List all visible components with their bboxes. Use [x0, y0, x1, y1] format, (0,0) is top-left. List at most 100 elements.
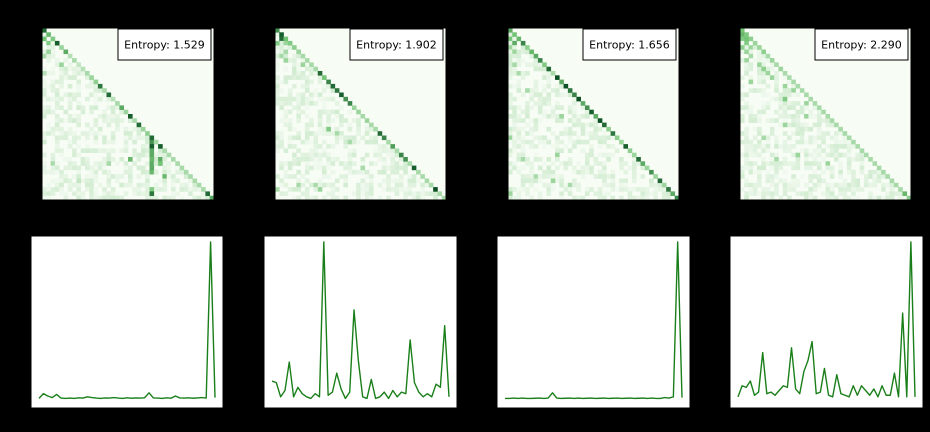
heatmap-cell — [610, 195, 616, 201]
heatmap-cell — [512, 105, 517, 110]
heatmap-cell — [584, 109, 590, 115]
heatmap-cell — [744, 40, 749, 46]
heatmap-cell — [644, 187, 650, 192]
heatmap-cell — [550, 182, 556, 188]
heatmap-cell — [309, 182, 314, 188]
heatmap-cell — [580, 122, 586, 128]
heatmap-cell — [162, 169, 167, 175]
heatmap-cell — [330, 169, 336, 175]
heatmap-cell — [619, 178, 624, 184]
heatmap-cell — [287, 92, 293, 98]
heatmap-cell — [317, 71, 323, 76]
heatmap-cell — [76, 88, 81, 93]
heatmap-cell — [326, 152, 331, 158]
heatmap-cell — [292, 66, 297, 72]
heatmap-cell — [394, 178, 400, 184]
heatmap-cell — [740, 49, 745, 55]
heatmap-cell — [542, 135, 547, 141]
heatmap-cell — [347, 161, 353, 166]
heatmap-cell — [623, 144, 628, 149]
heatmap-cell — [149, 144, 155, 149]
heatmap-cell — [343, 139, 348, 145]
heatmap-cell — [627, 187, 633, 192]
heatmap-cell — [46, 58, 51, 63]
heatmap-cell — [377, 182, 383, 188]
heatmap-cell — [610, 169, 616, 175]
heatmap-cell — [661, 195, 667, 201]
heatmap-cell — [54, 118, 60, 123]
heatmap-cell — [158, 178, 163, 184]
heatmap-cell — [322, 75, 327, 80]
heatmap-cell — [46, 53, 51, 59]
heatmap-cell — [110, 174, 116, 179]
heatmap-cell — [627, 152, 633, 158]
heatmap-cell — [606, 191, 611, 196]
heatmap-cell — [761, 62, 766, 67]
heatmap-cell — [744, 32, 749, 37]
heatmap-cell — [572, 169, 577, 175]
heatmap-cell — [54, 101, 60, 106]
heatmap-cell — [516, 152, 522, 158]
heatmap-cell — [89, 126, 94, 132]
heatmap-cell — [106, 174, 112, 179]
heatmap-cell — [42, 53, 47, 59]
heatmap-cell — [183, 174, 189, 179]
heatmap-cell — [537, 118, 543, 123]
heatmap-cell — [50, 88, 56, 93]
heatmap-cell — [192, 195, 198, 201]
heatmap-cell — [597, 169, 603, 175]
heatmap-cell — [322, 109, 327, 115]
heatmap-cell — [59, 182, 64, 188]
heatmap-cell — [563, 182, 569, 188]
heatmap-cell — [326, 126, 331, 132]
heatmap-cell — [339, 92, 344, 98]
heatmap-cell — [373, 126, 378, 132]
heatmap-cell — [46, 32, 51, 37]
heatmap-cell — [748, 165, 754, 171]
heatmap-cell — [275, 148, 280, 153]
heatmap-cell — [804, 114, 809, 119]
heatmap-cell — [589, 122, 594, 128]
heatmap-cell — [424, 178, 430, 184]
heatmap-cell — [123, 135, 129, 141]
heatmap-cell — [377, 169, 383, 175]
heatmap-cell — [555, 118, 560, 123]
heatmap-cell — [67, 53, 73, 59]
heatmap-cell — [567, 135, 573, 141]
heatmap-cell — [287, 122, 293, 128]
line-series — [737, 241, 916, 398]
heatmap-cell — [657, 187, 663, 192]
heatmap-cell — [744, 144, 749, 149]
heatmap-cell — [744, 109, 749, 115]
heatmap-cell — [804, 157, 809, 162]
heatmap-cell — [744, 92, 749, 98]
line-series — [38, 241, 216, 400]
heatmap-cell — [529, 131, 534, 136]
heatmap-cell — [317, 114, 323, 119]
heatmap-cell — [63, 109, 69, 115]
heatmap-cell — [136, 122, 142, 128]
heatmap-cell — [597, 174, 603, 179]
heatmap-cell — [516, 131, 522, 136]
heatmap-cell — [533, 58, 539, 63]
heatmap-cell — [855, 187, 860, 192]
heatmap-cell — [364, 118, 370, 123]
heatmap-cell — [765, 75, 771, 80]
heatmap-cell — [529, 92, 534, 98]
heatmap-cell — [808, 114, 813, 119]
heatmap-cell — [145, 187, 150, 192]
heatmap-cell — [512, 114, 517, 119]
heatmap-cell — [804, 182, 809, 188]
heatmap-cell — [752, 88, 758, 93]
heatmap-cell — [110, 118, 116, 123]
heatmap-cell — [855, 178, 860, 184]
heatmap-cell — [292, 75, 297, 80]
heatmap-cell — [808, 191, 813, 196]
heatmap-cell — [550, 187, 556, 192]
heatmap-cell — [572, 118, 577, 123]
heatmap-cell — [140, 144, 146, 149]
heatmap-cell — [525, 161, 530, 166]
heatmap-cell — [300, 191, 306, 196]
heatmap-cell — [110, 105, 116, 110]
heatmap-cell — [799, 139, 805, 145]
